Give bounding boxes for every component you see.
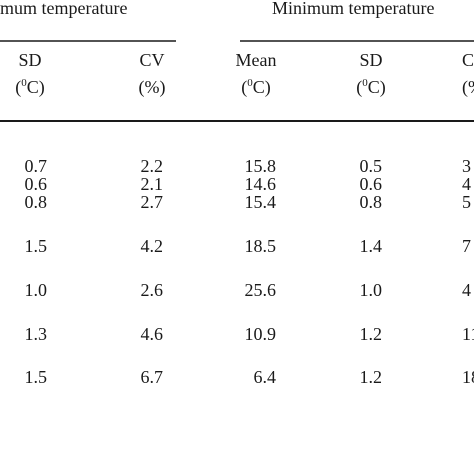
cell: 18 [462, 367, 474, 387]
cell: 4 [462, 280, 471, 300]
column-header: SD [359, 50, 382, 70]
cell: 0.6 [360, 174, 383, 194]
cell: 5 [462, 192, 471, 212]
unit-superscript: 0 [247, 77, 253, 89]
cell: 1.3 [25, 324, 48, 344]
cell: 1.0 [360, 280, 383, 300]
column-header: C [462, 50, 474, 70]
cell: 2.1 [141, 174, 164, 194]
cell: 15.4 [245, 192, 277, 212]
unit-superscript: 0 [362, 77, 368, 89]
cell: 0.6 [25, 174, 48, 194]
cell: 4.2 [141, 236, 164, 256]
column-header: SD [18, 50, 41, 70]
unit-text: C) [368, 77, 386, 98]
column-unit: (0C) [356, 77, 386, 99]
cell: 6.7 [141, 367, 164, 387]
unit-text: ( [241, 77, 247, 98]
cell: 2.6 [141, 280, 164, 300]
cell: 18.5 [245, 236, 277, 256]
unit-text: (%) [139, 77, 166, 98]
cell: 25.6 [245, 280, 277, 300]
unit-text: C) [27, 77, 45, 98]
cell: 0.7 [25, 156, 48, 176]
column-header: Mean [236, 50, 277, 70]
cell: 6.4 [254, 367, 277, 387]
cell: 1.5 [25, 367, 48, 387]
cell: 7 [462, 236, 471, 256]
column-unit: (%) [139, 77, 166, 98]
column-unit: (% [462, 77, 474, 98]
column-unit: (0C) [15, 77, 45, 99]
cell: 3 [462, 156, 471, 176]
cell: 10.9 [245, 324, 277, 344]
cell: 0.8 [25, 192, 48, 212]
cell: 2.7 [141, 192, 164, 212]
cell: 4.6 [141, 324, 164, 344]
cell: 11 [462, 324, 474, 344]
unit-text: (% [462, 77, 474, 98]
cell: 4 [462, 174, 471, 194]
unit-text: ( [356, 77, 362, 98]
cell: 15.8 [245, 156, 277, 176]
column-unit: (0C) [241, 77, 271, 99]
cell: 0.8 [360, 192, 383, 212]
unit-superscript: 0 [21, 77, 27, 89]
cell: 1.0 [25, 280, 48, 300]
unit-text: ( [15, 77, 21, 98]
unit-text: C) [253, 77, 271, 98]
cell: 2.2 [141, 156, 164, 176]
group-header: Minimum temperature [272, 0, 434, 18]
cell: 1.2 [360, 324, 383, 344]
cell: 1.5 [25, 236, 48, 256]
group-header: mum temperature [0, 0, 127, 18]
cell: 1.4 [360, 236, 383, 256]
column-header: CV [139, 50, 164, 70]
cell: 0.5 [360, 156, 383, 176]
cell: 1.2 [360, 367, 383, 387]
cell: 14.6 [245, 174, 277, 194]
